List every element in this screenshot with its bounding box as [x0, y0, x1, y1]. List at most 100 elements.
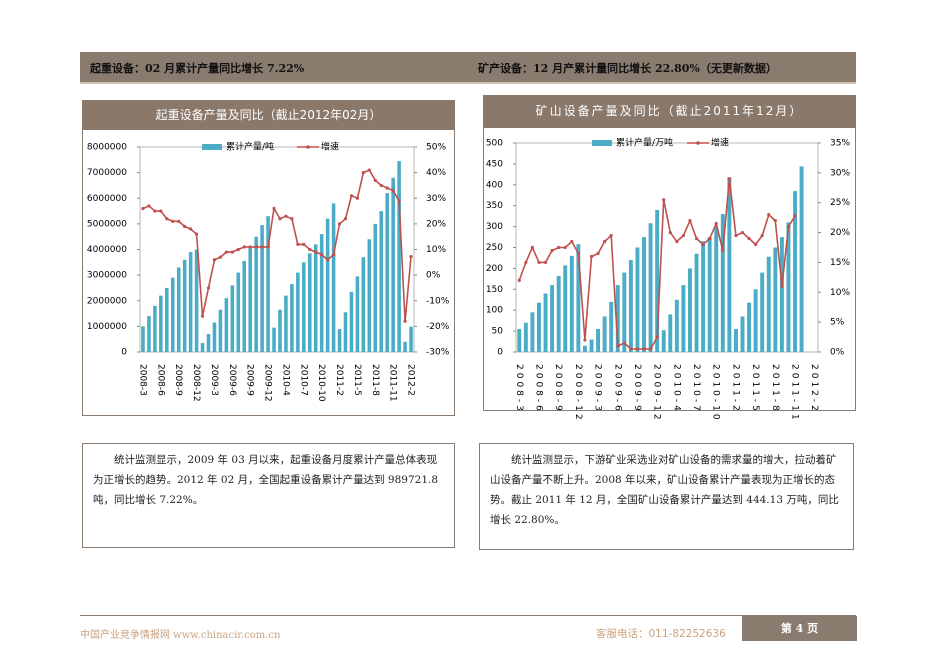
bar	[589, 339, 594, 352]
bar	[628, 260, 633, 352]
line-marker	[648, 347, 653, 351]
x-tick-label: 2009-3	[209, 364, 219, 396]
line-marker	[688, 219, 692, 223]
x-tick-label: 2011-5	[352, 364, 362, 396]
line-marker	[721, 248, 725, 253]
legend-label: 增速	[711, 137, 729, 149]
y-tick-label: 0	[121, 348, 127, 358]
bar	[569, 255, 574, 352]
bar	[290, 284, 294, 352]
line-marker	[284, 214, 288, 218]
x-tick-label: 2008-3	[137, 364, 147, 396]
bar	[272, 327, 276, 352]
line-marker	[596, 251, 600, 256]
y-tick-label: 1000000	[87, 322, 127, 332]
bar	[260, 225, 264, 352]
bar	[668, 314, 673, 352]
bar	[602, 316, 607, 352]
x-tick-label: 2009-3	[593, 364, 603, 414]
header-bar	[80, 52, 856, 84]
line-marker	[655, 335, 659, 339]
bar	[242, 261, 247, 352]
bar	[397, 161, 401, 352]
x-tick-label: 2009-6	[612, 364, 622, 414]
y2-tick-label: 15%	[830, 258, 850, 268]
x-tick-label: 2011-2	[730, 364, 740, 414]
x-tick-label: 2009-12	[652, 364, 662, 423]
line-marker	[278, 217, 282, 221]
bar	[727, 177, 732, 352]
y-tick-label: 450	[486, 159, 503, 169]
y2-tick-label: 35%	[830, 139, 850, 149]
y-tick-label: 400	[486, 180, 503, 190]
bar	[194, 249, 199, 352]
y-tick-label: 6000000	[87, 194, 127, 204]
line-marker	[609, 233, 613, 238]
bar	[760, 272, 765, 352]
bar	[563, 265, 568, 352]
y2-tick-label: 10%	[830, 288, 850, 298]
line-marker	[681, 233, 686, 238]
bar	[355, 276, 360, 352]
bar	[325, 218, 330, 352]
bar	[331, 203, 336, 352]
line-marker	[391, 188, 395, 193]
y2-tick-label: 10%	[426, 245, 446, 255]
line-marker	[302, 242, 306, 246]
line-marker	[642, 347, 646, 351]
legend-label: 累计产量/万吨	[616, 137, 673, 149]
x-tick-label: 2008-6	[533, 364, 543, 414]
line-marker	[159, 209, 163, 213]
bar	[361, 257, 366, 352]
x-tick-label: 2012-2	[406, 364, 416, 396]
x-tick-label: 2011-8	[770, 364, 780, 414]
line-marker	[141, 206, 145, 211]
line-marker	[530, 245, 535, 250]
x-tick-label: 2010-7	[691, 364, 701, 414]
x-tick-label: 2008-3	[514, 364, 524, 414]
line-marker	[694, 236, 699, 241]
line-marker	[563, 245, 567, 250]
legend-label: 增速	[321, 141, 339, 153]
y2-tick-label: 25%	[830, 198, 850, 208]
bar	[622, 272, 627, 352]
y2-tick-label: 0%	[426, 271, 441, 281]
header-left: 起重设备：02 月累计产量同比增长 7.22%	[90, 62, 305, 75]
y2-tick-label: 5%	[830, 318, 845, 328]
bar	[615, 285, 620, 352]
line-marker	[397, 199, 401, 203]
line-marker	[780, 284, 784, 288]
legend-swatch	[202, 144, 222, 150]
bar	[230, 285, 235, 352]
bar	[373, 223, 378, 352]
legend-swatch	[592, 140, 612, 146]
line-marker	[331, 253, 336, 257]
bar	[212, 322, 217, 352]
x-tick-label: 2008-12	[191, 364, 201, 402]
line-marker	[662, 198, 666, 202]
x-tick-label: 2009-9	[632, 364, 642, 414]
line-marker	[194, 232, 199, 236]
bar	[523, 322, 528, 352]
line-marker	[230, 250, 234, 254]
legend-marker	[306, 145, 310, 149]
y-tick-label: 3000000	[87, 271, 127, 281]
y-tick-label: 50	[492, 327, 504, 337]
paragraph: 统计监测显示，下游矿业采选业对矿山设备的需求量的增大，拉动着矿山设备产量不断上升…	[479, 443, 854, 550]
chart-title: 矿山设备产量及同比（截止2011年12月）	[483, 95, 856, 128]
y-tick-label: 500	[486, 139, 503, 149]
line-marker	[308, 247, 312, 252]
bar	[302, 262, 306, 352]
line-marker	[740, 230, 745, 235]
line-marker	[290, 217, 294, 221]
bar	[799, 166, 804, 352]
line-marker	[734, 233, 738, 238]
line-marker	[786, 225, 791, 229]
bar	[170, 277, 175, 352]
x-tick-label: 2009-9	[245, 364, 255, 396]
line-marker	[236, 247, 240, 252]
line-marker	[543, 260, 548, 265]
paragraph: 统计监测显示，2009 年 03 月以来，起重设备月度累计产量总体表现为正增长的…	[82, 443, 455, 548]
line-marker	[727, 177, 731, 181]
line-marker	[550, 248, 554, 253]
